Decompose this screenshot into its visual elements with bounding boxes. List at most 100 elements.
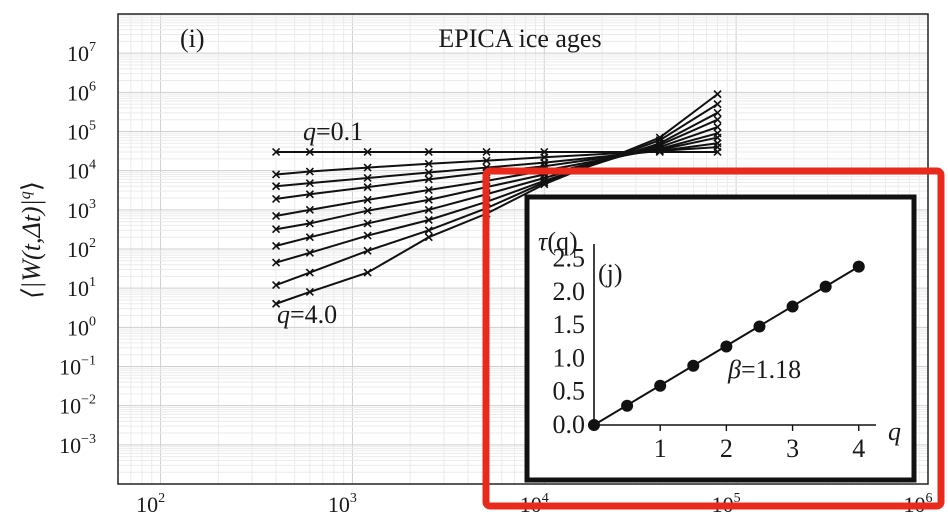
data-point-marker bbox=[305, 147, 314, 157]
data-point-marker bbox=[424, 205, 433, 214]
data-point-marker bbox=[305, 233, 314, 242]
inset-x-tick-label: 1 bbox=[654, 434, 667, 463]
annotation-q-top-value: =0.1 bbox=[316, 117, 363, 146]
inset-y-tick-label: 2.0 bbox=[553, 277, 586, 306]
inset-data-point bbox=[786, 300, 799, 313]
data-point-marker bbox=[305, 287, 314, 297]
inset-axes bbox=[593, 244, 876, 426]
inset-beta-annotation: β=1.18 bbox=[727, 355, 801, 384]
data-point-marker bbox=[713, 115, 722, 124]
data-point-marker bbox=[305, 219, 314, 228]
y-axis-label-end: ⟩ bbox=[17, 181, 46, 191]
data-point-marker bbox=[363, 147, 372, 157]
data-point-marker bbox=[363, 206, 372, 215]
inset-frame bbox=[524, 194, 917, 483]
chart-title: EPICA ice ages bbox=[438, 24, 601, 53]
series-line bbox=[275, 126, 718, 231]
y-tick-label: 100 bbox=[67, 314, 96, 340]
data-point-marker bbox=[363, 268, 372, 277]
inset-y-tick-label: 0.0 bbox=[553, 410, 586, 439]
annotation-q-top-var: q bbox=[303, 117, 316, 146]
inset-series-group bbox=[588, 260, 865, 431]
inset-x-tick-label: 4 bbox=[852, 434, 865, 463]
data-point-marker bbox=[305, 205, 314, 214]
data-point-marker bbox=[363, 163, 372, 172]
y-axis-label-sup: q bbox=[17, 191, 34, 199]
data-point-marker bbox=[363, 219, 372, 228]
inset-x-tick-label: 3 bbox=[786, 434, 799, 463]
data-point-marker bbox=[482, 156, 491, 165]
data-point-marker bbox=[272, 280, 281, 290]
inset-data-point bbox=[654, 379, 667, 392]
data-point-marker bbox=[424, 226, 433, 235]
data-point-marker bbox=[713, 129, 722, 138]
data-point-marker bbox=[482, 147, 491, 157]
inset-y-tick-label: 0.5 bbox=[553, 377, 586, 406]
inset-y-axis-label: τ(q) bbox=[538, 227, 578, 256]
series-line bbox=[275, 103, 719, 287]
inset-data-point bbox=[687, 359, 700, 372]
y-tick-label: 10−3 bbox=[59, 432, 96, 458]
inset-y-axis-label-var: τ bbox=[538, 227, 549, 256]
inset-y-axis-label-rest: (q) bbox=[547, 227, 577, 256]
y-axis-label-base: ⟨|W(t,Δt)| bbox=[17, 199, 46, 299]
x-tick-label: 102 bbox=[136, 491, 165, 517]
data-point-marker bbox=[713, 100, 722, 109]
annotation-q-bottom-var: q bbox=[277, 300, 290, 329]
annotation-q-bottom: q=4.0 bbox=[277, 300, 337, 329]
main-plot-frame bbox=[117, 13, 929, 485]
data-point-marker bbox=[540, 180, 549, 189]
data-point-marker bbox=[424, 168, 433, 177]
data-point-marker bbox=[713, 108, 722, 117]
inset-x-tick-labels: 1 2 3 4 bbox=[654, 425, 865, 463]
y-tick-label: 102 bbox=[67, 236, 96, 262]
y-tick-label: 107 bbox=[67, 40, 96, 66]
y-axis-label: ⟨|W(t,Δt)|q⟩ bbox=[17, 181, 46, 299]
series-line bbox=[275, 93, 719, 305]
data-point-marker bbox=[363, 246, 372, 255]
inset-data-point bbox=[588, 419, 600, 431]
inset-y-tick-label: 1.0 bbox=[553, 343, 586, 372]
data-point-marker bbox=[655, 133, 664, 142]
data-point-marker bbox=[305, 268, 314, 277]
highlight-box bbox=[482, 167, 945, 510]
data-point-marker bbox=[272, 299, 281, 308]
data-point-marker bbox=[272, 170, 281, 179]
data-point-marker bbox=[305, 248, 314, 257]
data-point-marker bbox=[424, 175, 433, 184]
inset-y-tick-labels: 0.0 0.5 1.0 1.5 2.0 2.5 bbox=[553, 244, 586, 439]
data-point-marker bbox=[305, 179, 314, 188]
data-point-marker bbox=[272, 258, 281, 267]
annotation-q-bottom-value: =4.0 bbox=[290, 300, 337, 329]
y-tick-label: 10−2 bbox=[59, 393, 96, 419]
data-point-marker bbox=[305, 190, 314, 199]
inset-beta-var: β bbox=[727, 355, 741, 384]
data-point-marker bbox=[272, 211, 281, 220]
data-point-marker bbox=[424, 215, 433, 225]
data-point-marker bbox=[424, 147, 433, 157]
inset-x-tick-label: 2 bbox=[720, 434, 733, 463]
inset-data-point bbox=[819, 280, 832, 293]
data-point-marker bbox=[424, 185, 433, 195]
data-point-marker bbox=[272, 225, 281, 234]
series-line bbox=[275, 111, 719, 264]
main-y-tick-labels: 10−3 10−2 10−1 100 101 102 103 104 105 106 107 bbox=[59, 40, 96, 458]
y-tick-label: 105 bbox=[67, 119, 96, 145]
data-point-marker bbox=[272, 241, 281, 250]
panel-label-j: (j) bbox=[598, 259, 623, 288]
y-tick-label: 106 bbox=[67, 79, 96, 105]
y-tick-label: 101 bbox=[67, 275, 96, 301]
inset-data-point bbox=[720, 340, 733, 353]
inset-beta-value: =1.18 bbox=[741, 355, 801, 384]
data-point-marker bbox=[272, 194, 281, 203]
y-tick-label: 103 bbox=[67, 197, 96, 223]
data-point-marker bbox=[713, 122, 722, 132]
data-point-marker bbox=[363, 195, 372, 204]
data-point-marker bbox=[424, 233, 433, 242]
data-point-marker bbox=[363, 173, 372, 183]
x-tick-label: 103 bbox=[328, 491, 357, 517]
inset-data-point bbox=[621, 399, 634, 412]
data-point-marker bbox=[305, 167, 314, 176]
